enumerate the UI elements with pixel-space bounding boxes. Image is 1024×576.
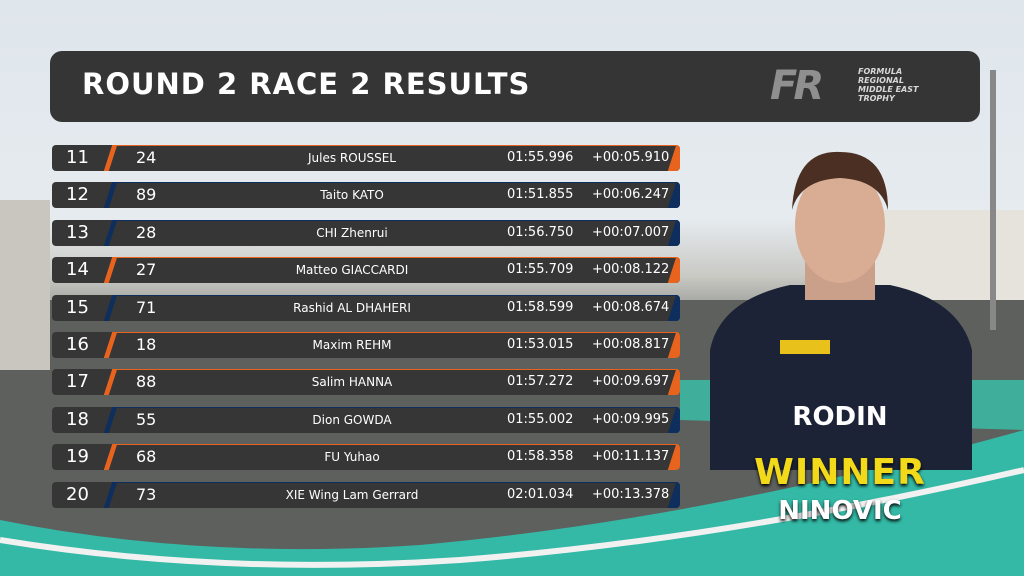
lap-time: 01:55.002 bbox=[507, 411, 574, 427]
lap-time: 01:53.015 bbox=[507, 337, 574, 352]
car-number: 18 bbox=[136, 335, 157, 354]
position: 18 bbox=[66, 408, 89, 430]
driver-name: CHI Zhenrui bbox=[316, 225, 388, 240]
result-row: 17 88 Salim HANNA 01:57.272 +00:09.697 bbox=[52, 369, 680, 396]
driver-name: Taito KATO bbox=[320, 188, 384, 203]
winner-name: NINOVIC bbox=[778, 496, 902, 526]
result-row: 20 73 XIE Wing Lam Gerrard 02:01.034 +00… bbox=[52, 481, 680, 508]
lap-time: 01:57.272 bbox=[507, 374, 574, 390]
result-row: 18 55 Dion GOWDA 01:55.002 +00:09.995 bbox=[52, 406, 680, 433]
fr-logo: FR FORMULA REGIONAL MIDDLE EAST TROPHY bbox=[770, 61, 950, 113]
lap-time: 01:55.996 bbox=[507, 150, 574, 165]
car-number: 71 bbox=[136, 297, 157, 317]
logo-text: FORMULA REGIONAL MIDDLE EAST TROPHY bbox=[858, 67, 919, 103]
driver-name: FU Yuhao bbox=[324, 450, 380, 465]
position: 15 bbox=[66, 296, 89, 318]
car-number: 73 bbox=[136, 484, 157, 504]
gap: +00:08.817 bbox=[592, 337, 670, 352]
position: 19 bbox=[66, 446, 89, 468]
car-number: 55 bbox=[136, 409, 157, 429]
car-number: 89 bbox=[136, 185, 157, 205]
driver-name: XIE Wing Lam Gerrard bbox=[285, 487, 419, 502]
lap-time: 01:55.709 bbox=[507, 262, 574, 278]
car-number: 28 bbox=[136, 222, 157, 242]
result-row: 13 28 CHI Zhenrui 01:56.750 +00:07.007 bbox=[52, 219, 680, 246]
driver-name: Rashid AL DHAHERI bbox=[293, 300, 411, 315]
driver-name: Jules ROUSSEL bbox=[308, 151, 396, 165]
driver-name: Maxim REHM bbox=[312, 338, 392, 352]
car-number: 27 bbox=[136, 260, 157, 280]
gap: +00:09.995 bbox=[592, 411, 670, 427]
lap-time: 01:58.358 bbox=[507, 449, 574, 465]
position: 11 bbox=[66, 147, 89, 168]
gap: +00:11.137 bbox=[592, 449, 670, 465]
position: 20 bbox=[66, 483, 89, 505]
gap: +00:08.674 bbox=[592, 299, 670, 315]
position: 16 bbox=[66, 334, 89, 355]
lap-time: 01:58.599 bbox=[507, 299, 574, 315]
driver-name: Dion GOWDA bbox=[312, 412, 392, 427]
result-row: 16 18 Maxim REHM 01:53.015 +00:08.817 bbox=[52, 332, 680, 358]
gap: +00:07.007 bbox=[592, 224, 670, 240]
position: 17 bbox=[66, 371, 89, 393]
svg-text:RODIN: RODIN bbox=[792, 402, 887, 432]
results-header: ROUND 2 RACE 2 RESULTS FR FORMULA REGION… bbox=[50, 51, 980, 122]
car-number: 68 bbox=[136, 447, 157, 467]
position: 14 bbox=[66, 259, 89, 281]
car-number: 88 bbox=[136, 372, 157, 392]
lap-time: 01:56.750 bbox=[507, 224, 574, 240]
position: 13 bbox=[66, 221, 89, 243]
driver-name: Salim HANNA bbox=[311, 375, 393, 390]
winner-portrait: RODIN bbox=[710, 151, 972, 500]
gap: +00:09.697 bbox=[592, 374, 670, 390]
lap-time: 01:51.855 bbox=[507, 187, 574, 203]
car-number: 24 bbox=[136, 148, 157, 167]
gap: +00:08.122 bbox=[592, 262, 670, 278]
gap: +00:05.910 bbox=[592, 150, 670, 165]
result-row: 19 68 FU Yuhao 01:58.358 +00:11.137 bbox=[52, 444, 680, 471]
result-row: 15 71 Rashid AL DHAHERI 01:58.599 +00:08… bbox=[52, 294, 680, 321]
position: 12 bbox=[66, 184, 89, 206]
lap-time: 02:01.034 bbox=[507, 486, 574, 502]
winner-label: WINNER bbox=[754, 452, 926, 493]
driver-name: Matteo GIACCARDI bbox=[295, 263, 409, 278]
result-row: 12 89 Taito KATO 01:51.855 +00:06.247 bbox=[52, 182, 680, 209]
gap: +00:06.247 bbox=[592, 187, 670, 203]
gap: +00:13.378 bbox=[592, 486, 670, 502]
logo-mark: FR bbox=[770, 63, 824, 109]
result-row: 11 24 Jules ROUSSEL 01:55.996 +00:05.910 bbox=[52, 145, 680, 171]
page-title: ROUND 2 RACE 2 RESULTS bbox=[82, 67, 531, 101]
result-row: 14 27 Matteo GIACCARDI 01:55.709 +00:08.… bbox=[52, 257, 680, 284]
